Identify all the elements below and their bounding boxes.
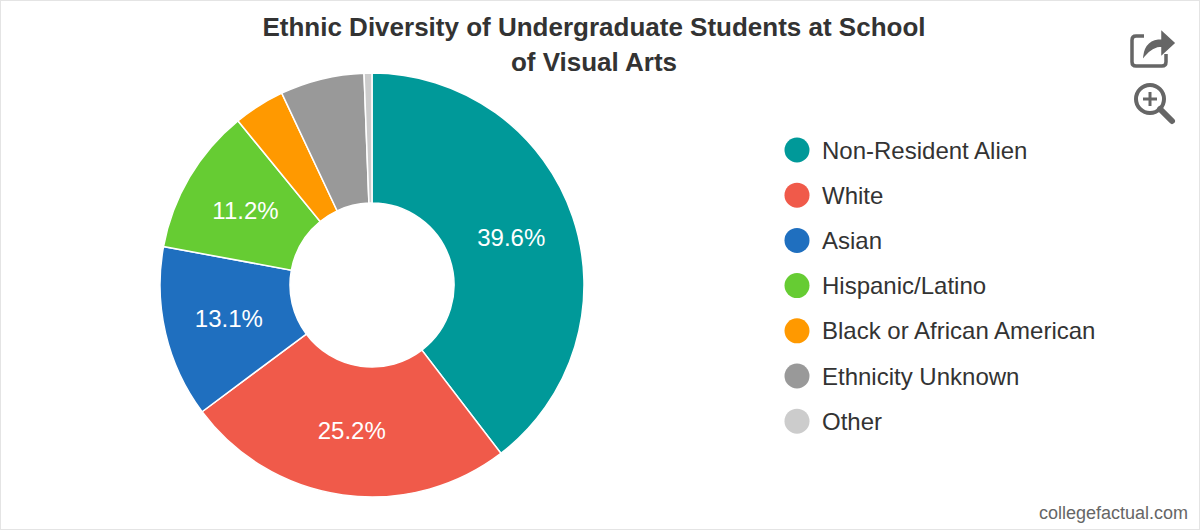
slice[interactable] [282,73,369,211]
legend-marker[interactable] [785,183,810,208]
legend-marker[interactable] [785,318,810,343]
data-label: 11.2% [212,197,278,224]
legend-marker[interactable] [785,273,810,298]
chart: 39.6% 25.2% 13.1% 11.2% Non-Resident Alien Wh… [0,0,1200,530]
slice[interactable] [364,73,372,203]
source: collegefactual.com [1039,503,1188,524]
zoom-plus [1149,92,1152,106]
slice[interactable] [160,247,306,412]
legend-marker[interactable] [785,409,810,434]
legend-label[interactable]: Other [822,408,882,435]
legend-label[interactable]: Asian [822,227,882,254]
data-label: 39.6% [477,224,545,251]
zoom-icon[interactable] [1136,85,1172,121]
data-labels: 39.6% 25.2% 13.1% 11.2% [195,197,545,444]
share-arrow [1144,32,1174,56]
legend-marker[interactable] [785,138,810,163]
data-label: 13.1% [195,305,263,332]
toolbar-icons [1132,32,1174,121]
share-icon[interactable] [1132,32,1174,66]
chart-title: Ethnic Diversity of Undergraduate Studen… [259,10,929,80]
slices [160,73,584,497]
legend-marker[interactable] [785,228,810,253]
legend-label[interactable]: Black or African American [822,317,1095,344]
zoom-handle [1160,109,1172,121]
data-label: 25.2% [318,417,386,444]
legend-label[interactable]: Non-Resident Alien [822,137,1027,164]
legend-label[interactable]: Ethnicity Unknown [822,363,1019,390]
legend-label[interactable]: Hispanic/Latino [822,272,986,299]
legend-label[interactable]: White [822,182,883,209]
legend: Non-Resident Alien White Asian Hispanic/Lat… [785,137,1096,435]
legend-marker[interactable] [785,364,810,389]
